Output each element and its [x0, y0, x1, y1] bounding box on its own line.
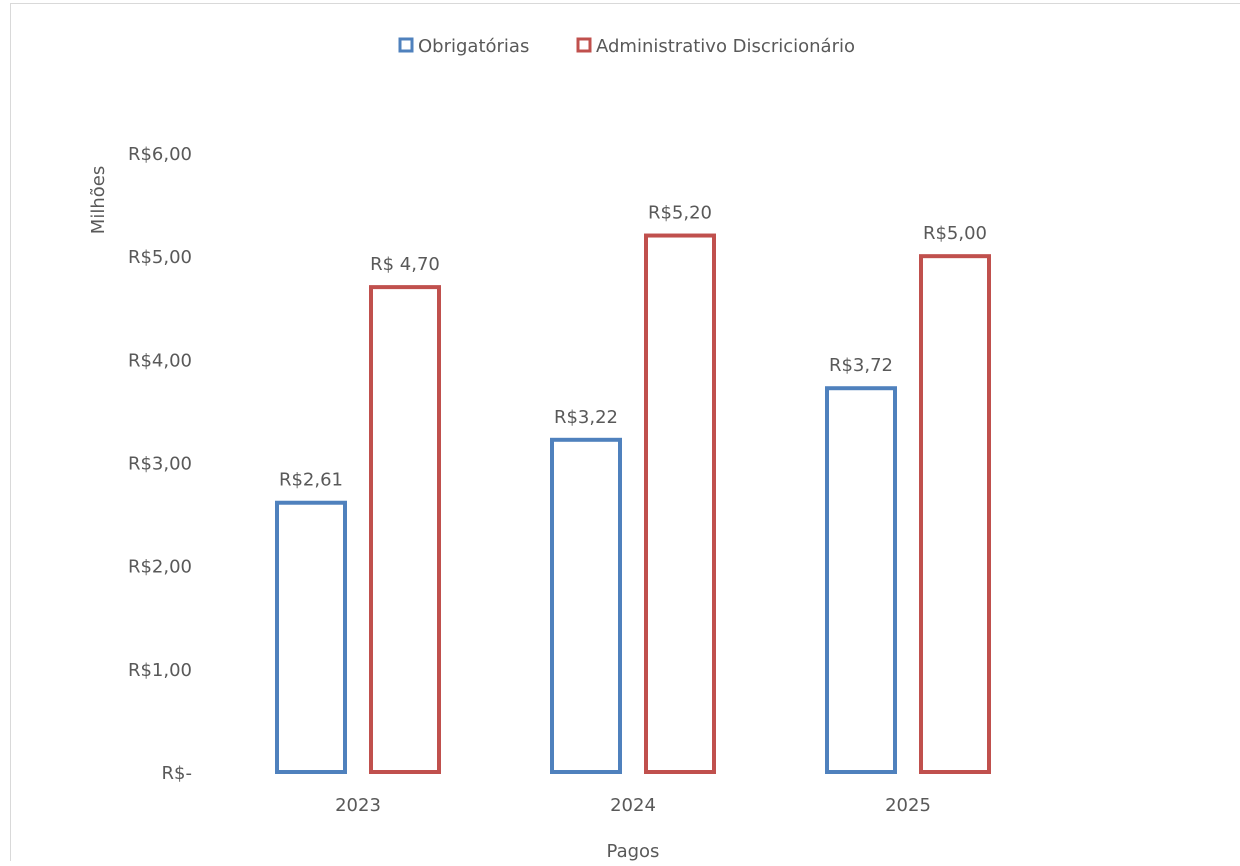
y-tick-label: R$1,00	[128, 660, 192, 681]
data-label: R$ 4,70	[370, 254, 440, 275]
data-label: R$5,20	[648, 203, 712, 224]
legend: Obrigatórias Administrativo Discricionári…	[400, 36, 855, 57]
data-label: R$2,61	[279, 470, 343, 491]
bar-obrigatorias-2024	[552, 440, 620, 772]
y-tick-label: R$3,00	[128, 454, 192, 475]
y-tick-label: R$2,00	[128, 557, 192, 578]
data-label: R$3,72	[829, 355, 893, 376]
x-axis-title: Pagos	[607, 841, 660, 861]
x-tick-label: 2025	[885, 795, 931, 816]
bar-administrativo-2025	[921, 256, 989, 772]
chart-border	[11, 4, 1240, 862]
x-tick-label: 2023	[335, 795, 381, 816]
y-tick-label: R$5,00	[128, 247, 192, 268]
y-tick-label: R$-	[162, 763, 192, 784]
bar-obrigatorias-2025	[827, 388, 895, 772]
bar-administrativo-2024	[646, 236, 714, 772]
bar-administrativo-2023	[371, 287, 439, 772]
data-label: R$3,22	[554, 407, 618, 428]
bar-obrigatorias-2023	[277, 503, 345, 772]
y-tick-label: R$4,00	[128, 350, 192, 371]
legend-label: Obrigatórias	[418, 36, 529, 57]
legend-label: Administrativo Discricionário	[596, 36, 855, 57]
y-tick-label: R$6,00	[128, 144, 192, 165]
x-tick-label: 2024	[610, 795, 656, 816]
legend-swatch	[578, 39, 590, 51]
legend-swatch	[400, 39, 412, 51]
y-axis-title: Milhões	[88, 166, 109, 234]
data-label: R$5,00	[923, 223, 987, 244]
